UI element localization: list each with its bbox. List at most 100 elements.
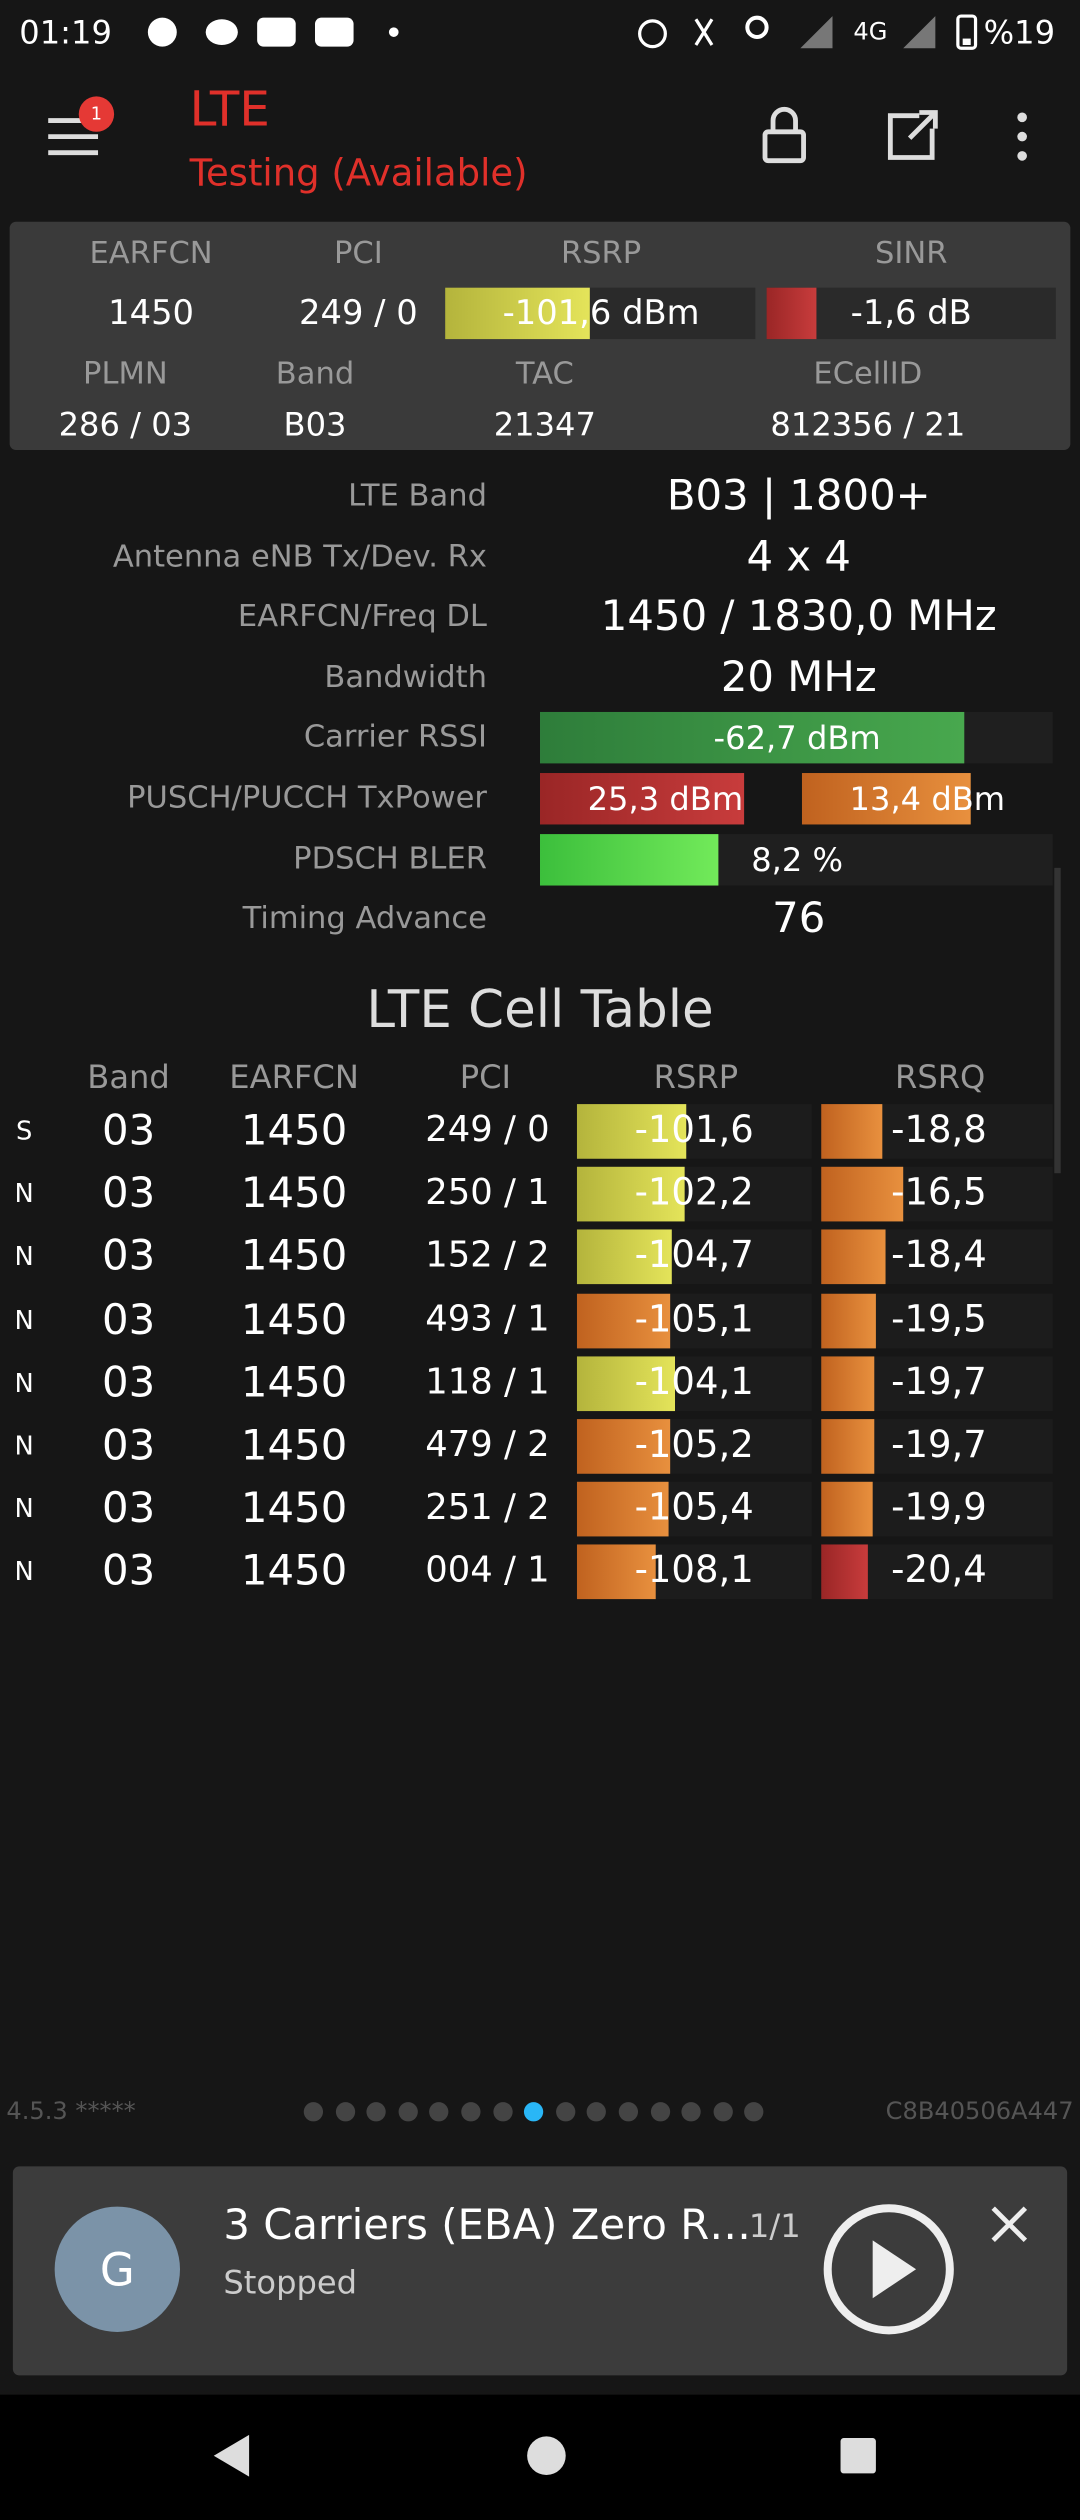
rsrp-bar — [576, 1545, 657, 1600]
cell-type: N — [14, 1430, 34, 1461]
page-dot[interactable] — [713, 2102, 733, 2122]
notification-title: 3 Carriers (EBA) Zero R… — [223, 2201, 752, 2251]
title: LTE — [189, 81, 270, 139]
cell-rsrp: -105,4 — [634, 1487, 754, 1530]
summary-header: Band — [275, 355, 355, 392]
cell-rsrp: -108,1 — [634, 1550, 754, 1593]
lock-button[interactable] — [762, 106, 806, 164]
detail-label: EARFCN/Freq DL — [237, 598, 487, 635]
cell-band: 03 — [101, 1548, 156, 1597]
rsrp-bar — [576, 1167, 684, 1222]
cell-earfcn: 1450 — [240, 1359, 348, 1408]
summary-value: 21347 — [493, 405, 596, 444]
rsrq-bar — [821, 1356, 874, 1411]
open-button[interactable] — [887, 110, 938, 160]
page-dot[interactable] — [398, 2102, 418, 2122]
cell-rsrq: -16,5 — [891, 1172, 987, 1215]
cell-earfcn: 1450 — [240, 1107, 348, 1156]
status-battery: %19 — [983, 12, 1056, 52]
detail-value: B03 | 1800+ — [666, 472, 931, 521]
detail-value: 8,2 % — [751, 839, 844, 879]
page-dot[interactable] — [618, 2102, 639, 2122]
home-button[interactable] — [527, 2436, 566, 2476]
cell-rsrq: -19,9 — [891, 1487, 987, 1530]
detail-value: 76 — [772, 895, 826, 944]
cell-band: 03 — [101, 1485, 156, 1534]
rsrq-bar — [821, 1419, 874, 1474]
cell-type: S — [15, 1115, 33, 1146]
cell-type: N — [14, 1178, 34, 1209]
summary-value: 286 / 03 — [58, 405, 193, 444]
rsrq-bar — [821, 1230, 886, 1285]
more-button[interactable] — [1017, 112, 1027, 161]
summary-value: 249 / 0 — [299, 293, 418, 332]
cell-earfcn: 1450 — [240, 1422, 348, 1471]
table-header: RSRP — [653, 1057, 739, 1097]
detail-value: 13,4 dBm — [849, 779, 1006, 819]
summary-header: PLMN — [83, 355, 168, 392]
rsrp-bar — [576, 1293, 671, 1348]
page-dot[interactable] — [650, 2102, 670, 2122]
rsrp-bar — [576, 1104, 687, 1159]
page-dot[interactable] — [492, 2102, 513, 2122]
page-dot[interactable] — [555, 2102, 576, 2122]
summary-header: PCI — [334, 235, 383, 271]
cell-type: N — [14, 1304, 34, 1335]
page-dot[interactable] — [461, 2102, 481, 2122]
cell-pci: 479 / 2 — [425, 1425, 550, 1466]
notification-status: Stopped — [223, 2262, 358, 2302]
detail-value: -62,7 dBm — [713, 719, 881, 758]
subtitle: Testing (Available) — [189, 153, 528, 196]
cell-earfcn: 1450 — [240, 1233, 348, 1282]
rssi-bar — [540, 712, 965, 765]
page-dot[interactable] — [524, 2102, 544, 2122]
table-header: EARFCN — [229, 1057, 359, 1097]
summary-header: SINR — [875, 235, 948, 271]
page-dot[interactable] — [429, 2102, 450, 2122]
cell-band: 03 — [101, 1107, 156, 1156]
status-icons — [147, 14, 978, 50]
rsrp-bar — [576, 1356, 676, 1411]
back-button[interactable] — [213, 2434, 250, 2477]
avatar — [54, 2206, 181, 2332]
rsrq-bar — [821, 1482, 873, 1537]
table-header: Band — [87, 1057, 170, 1097]
summary-value: B03 — [283, 405, 347, 444]
rsrp-bar — [576, 1230, 673, 1285]
cell-rsrq: -19,5 — [891, 1298, 987, 1341]
device-id: C8B40506A447 — [885, 2096, 1074, 2126]
summary-value: 1450 — [108, 293, 195, 332]
cell-rsrq: -18,8 — [891, 1109, 987, 1152]
avatar-letter: G — [99, 2243, 135, 2297]
page-dot[interactable] — [366, 2102, 387, 2122]
cell-pci: 152 / 2 — [425, 1236, 550, 1277]
page-dot[interactable] — [681, 2102, 702, 2122]
scrollbar — [1054, 867, 1061, 1174]
close-button[interactable] — [991, 2206, 1028, 2243]
page-dot[interactable] — [744, 2102, 765, 2122]
status-time: 01:19 — [19, 12, 112, 52]
page-dot[interactable] — [335, 2102, 355, 2122]
cell-pci: 004 / 1 — [425, 1551, 550, 1592]
tx-bar — [540, 773, 745, 825]
cell-rsrp: -104,7 — [634, 1235, 754, 1278]
version: 4.5.3 ***** — [6, 2096, 136, 2126]
detail-label: Antenna eNB Tx/Dev. Rx — [112, 538, 487, 574]
table-header: PCI — [459, 1057, 512, 1097]
status-network: 4G — [853, 16, 888, 46]
summary-value: -101,6 dBm — [502, 293, 700, 332]
summary-value: 812356 / 21 — [770, 405, 966, 444]
cell-pci: 493 / 1 — [425, 1299, 550, 1340]
cell-band: 03 — [101, 1233, 156, 1282]
play-button[interactable] — [823, 2204, 954, 2335]
recents-button[interactable] — [840, 2438, 876, 2474]
cell-earfcn: 1450 — [240, 1170, 348, 1219]
page-dot[interactable] — [303, 2102, 324, 2122]
cell-earfcn: 1450 — [240, 1296, 348, 1345]
cell-band: 03 — [101, 1296, 156, 1345]
cell-pci: 251 / 2 — [425, 1488, 550, 1529]
rsrp-bar — [576, 1419, 670, 1474]
cell-rsrp: -104,1 — [634, 1361, 754, 1404]
page-dot[interactable] — [587, 2102, 607, 2122]
